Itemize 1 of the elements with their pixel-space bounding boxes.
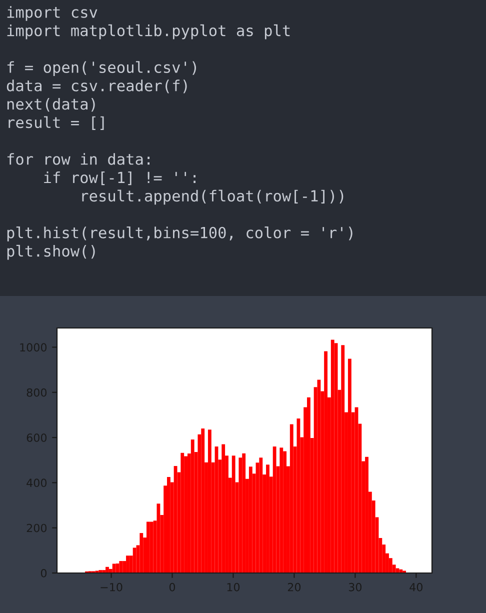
text: import csv import matplotlib.pyplot as plt f = open('seoul.csv') data = csv.reader(f) next(data) result = [] for row in data: if row[-1] != '': result.append(float(row[-1])) plt.hist(result,bins=100, color = 'r') plt.show() — [6, 6, 352, 260]
